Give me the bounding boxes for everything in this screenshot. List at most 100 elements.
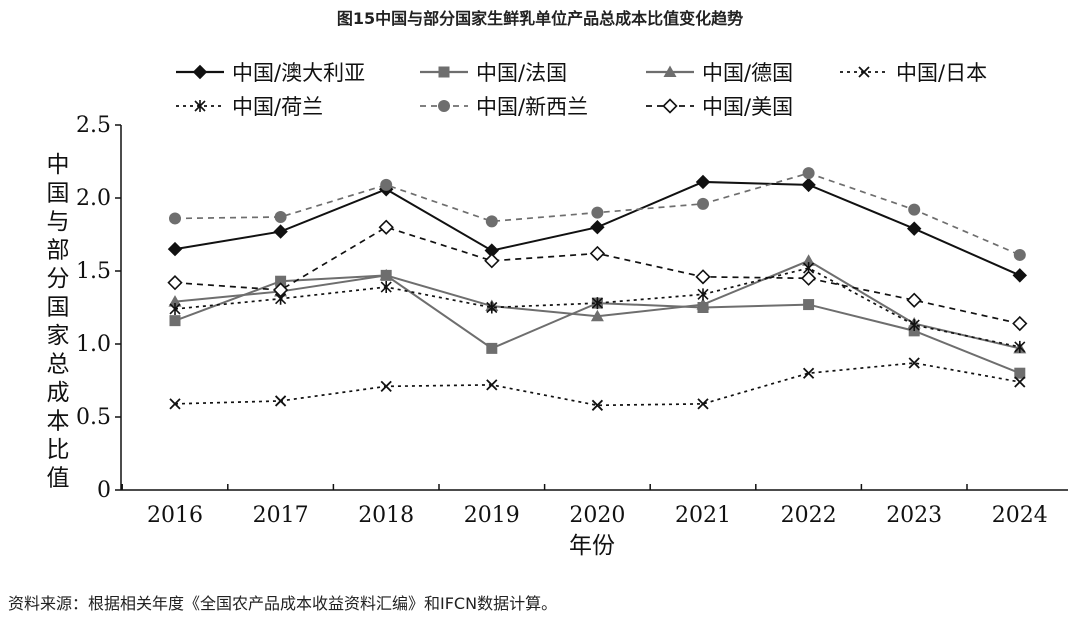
data-point [485,215,498,228]
data-point [168,295,182,307]
series-line [174,362,1020,407]
data-point [275,275,287,287]
data-point [697,398,709,410]
data-point [169,398,181,410]
y-tick-label: 1.0 [76,332,111,357]
legend-item: 中国/新西兰 [420,95,588,119]
data-point [1013,248,1026,261]
data-point [274,395,287,407]
legend-item: 中国/德国 [646,61,793,85]
data-point [590,219,605,235]
data-point [272,282,289,298]
data-point [590,309,604,322]
legend-label: 中国/澳大利亚 [232,61,365,85]
legend-label: 中国/新西兰 [476,95,588,119]
x-tick-label: 2023 [886,503,942,528]
series-6 [169,167,1026,261]
data-point [803,299,815,311]
source-note: 资料来源：根据相关年度《全国农产品成本收益资料汇编》和IFCN数据计算。 [8,594,557,613]
y-tick-label: 2.5 [76,113,111,138]
x-axis-label: 年份 [569,533,615,559]
legend-marker [192,64,208,80]
data-point [591,297,603,310]
data-point [697,288,709,301]
data-point [696,298,710,310]
series-line [174,274,1021,375]
legend-item: 中国/日本 [840,61,987,85]
x-tick-label: 2018 [358,503,414,528]
legend-label: 中国/日本 [896,61,987,85]
data-point [802,254,816,266]
x-tick-label: 2019 [464,503,520,528]
x-tick-label: 2022 [781,503,837,528]
data-point [802,167,815,180]
data-point [169,302,181,315]
data-point [802,367,815,379]
data-point [906,221,922,236]
x-tick-label: 2017 [253,503,309,528]
legend-marker [662,98,678,114]
data-point [591,206,604,219]
data-point [1014,340,1026,353]
x-tick-label: 2021 [675,503,731,528]
data-point [589,245,606,262]
data-point [908,319,920,332]
series-4 [169,357,1026,411]
y-tick-label: 0 [97,478,111,503]
data-point [380,178,393,191]
data-point [167,241,183,257]
data-point [906,292,922,308]
y-tick-label: 0.5 [76,405,111,430]
y-axis-label: 中国与部分国家总成本比值 [47,152,70,492]
x-tick-label: 2016 [147,503,203,528]
data-point [378,219,394,235]
data-point [908,357,920,369]
legend-item: 中国/美国 [646,95,793,119]
legend-label: 中国/美国 [702,95,793,119]
data-point [380,380,392,392]
data-point [697,197,709,210]
data-point [380,281,392,294]
plot-area [167,167,1028,411]
data-point [486,342,498,354]
data-point [274,210,287,223]
data-point [695,269,711,285]
legend-marker [438,66,450,78]
series-7 [167,219,1028,332]
data-point [695,174,711,190]
series-2 [169,269,1026,379]
data-point [169,315,181,327]
y-tick-label: 1.5 [76,259,111,284]
data-point [800,270,817,286]
series-5 [169,262,1026,353]
data-point [169,212,181,225]
legend-marker [858,66,870,78]
axes: 0 0.5 1.0 1.5 2.0 2.5 2016 2017 2018 2019 2020 2021… [47,113,1068,559]
legend-item: 中国/荷兰 [176,95,323,119]
legend-label: 中国/法国 [476,61,567,85]
legend-item: 中国/澳大利亚 [176,61,365,85]
data-point [484,253,500,269]
data-point [1012,315,1028,332]
x-tick-label: 2024 [992,503,1048,528]
series-1 [167,174,1028,283]
chart-title: 图15中国与部分国家生鲜乳单位产品总成本比值变化趋势 [337,9,743,28]
data-point [591,399,604,411]
y-tick-label: 2.0 [76,186,111,211]
data-point [908,203,921,216]
legend-marker [438,100,450,112]
x-tick-label: 2020 [569,503,625,528]
legend-item: 中国/法国 [420,61,567,85]
data-point [167,275,183,291]
data-point [486,301,498,314]
data-point [379,268,393,281]
data-point [1014,367,1026,379]
legend-marker [194,100,206,112]
legend-label: 中国/荷兰 [232,95,323,119]
legend-marker [663,65,677,77]
data-point [486,379,498,391]
data-point [1014,376,1026,388]
legend-label: 中国/德国 [702,61,793,85]
